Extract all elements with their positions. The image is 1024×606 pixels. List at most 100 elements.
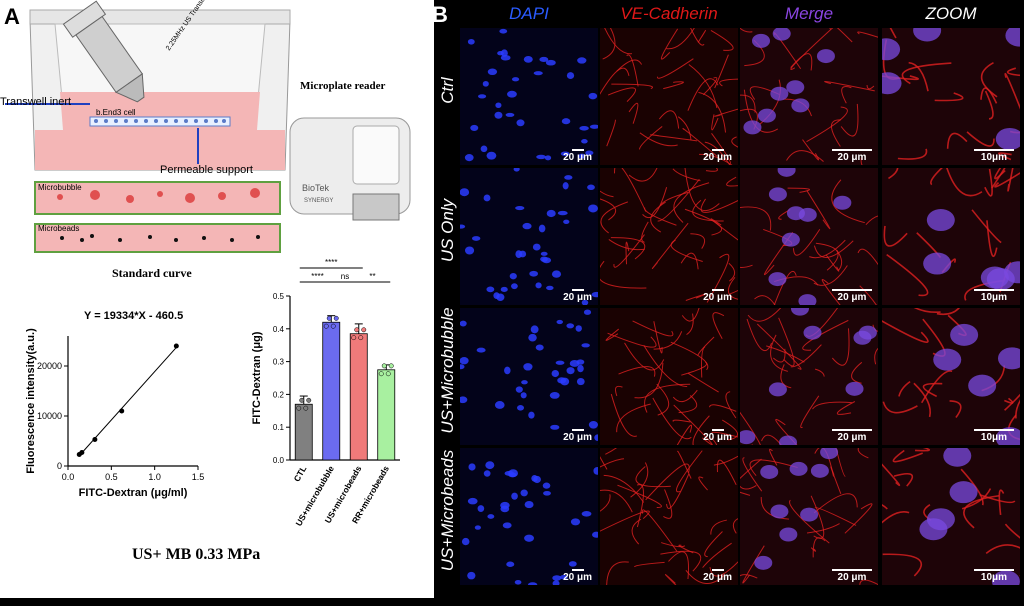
nucleus <box>991 570 1020 585</box>
junction-line <box>740 94 756 113</box>
nucleus <box>460 357 469 365</box>
replicate-point <box>388 363 394 369</box>
junction-line <box>813 240 854 258</box>
micrograph: 10μm <box>882 168 1020 305</box>
scale-bar: 20 μm <box>703 149 732 163</box>
junction-line <box>710 519 727 535</box>
junction-line <box>616 59 643 72</box>
scale-bar: 20 μm <box>563 149 592 163</box>
junction-line <box>836 401 856 415</box>
junction-line <box>672 389 698 403</box>
junction-line <box>732 518 738 534</box>
junction-line <box>681 308 700 322</box>
junction-line <box>865 215 878 226</box>
junction-line <box>633 561 665 568</box>
junction-line <box>814 507 857 526</box>
nucleus <box>500 49 508 57</box>
column-header: ZOOM <box>925 4 977 23</box>
junction-line <box>613 168 647 212</box>
bar <box>322 321 341 461</box>
scale-bar-label: 20 μm <box>837 432 867 443</box>
nucleus <box>555 360 565 365</box>
micrograph: 20 μm <box>460 28 598 165</box>
scale-bar-label: 20 μm <box>837 292 867 303</box>
nucleus <box>562 182 569 190</box>
nucleus <box>464 246 475 255</box>
junction-line <box>985 544 1020 555</box>
junction-line <box>874 347 878 365</box>
nucleus <box>535 282 542 289</box>
nucleus <box>539 56 549 62</box>
micrograph-image <box>882 308 1020 445</box>
nucleus <box>926 508 955 531</box>
nucleus <box>552 575 562 581</box>
nucleus <box>467 497 478 505</box>
nucleus <box>467 571 476 580</box>
junction-line <box>672 168 701 182</box>
nucleus <box>570 518 581 526</box>
column-header: DAPI <box>509 4 549 23</box>
nucleus <box>882 72 902 95</box>
nucleus <box>533 71 543 76</box>
nucleus <box>772 28 791 41</box>
junction-line <box>1015 399 1020 419</box>
junction-line <box>690 28 705 46</box>
panel-letter-b: B <box>432 2 448 27</box>
junction-line <box>600 260 647 289</box>
nucleus <box>464 154 474 162</box>
nucleus <box>820 448 839 460</box>
micrograph-image <box>605 308 738 445</box>
nucleus <box>560 377 570 386</box>
junction-line <box>607 332 657 348</box>
y-tick-label: 0.4 <box>273 325 285 334</box>
junction-line <box>628 168 658 182</box>
standard-curve-equation: Y = 19334*X - 460.5 <box>84 310 184 322</box>
junction-line <box>772 348 786 363</box>
micrograph-image <box>740 448 878 585</box>
junction-line <box>802 139 820 161</box>
junction-line <box>687 372 719 393</box>
nucleus <box>523 55 533 63</box>
nucleus <box>559 575 568 580</box>
junction-line <box>641 509 678 552</box>
nucleus <box>486 286 495 293</box>
nucleus <box>549 392 560 399</box>
micrograph-image <box>882 28 1020 161</box>
junction-line <box>644 207 677 226</box>
junction-line <box>635 466 671 488</box>
junction-line <box>652 397 692 440</box>
row-header: Ctrl <box>438 77 457 104</box>
junction-line <box>882 504 888 510</box>
nucleus <box>461 537 470 546</box>
junction-line <box>676 450 703 493</box>
junction-line <box>844 503 873 534</box>
support-label: Permeable support <box>160 164 253 176</box>
nucleus <box>581 299 589 305</box>
y-tick-label: 0.5 <box>273 292 285 301</box>
junction-line <box>994 172 1020 188</box>
scale-bar-label: 20 μm <box>703 152 732 163</box>
junction-line <box>882 463 901 487</box>
junction-line <box>681 361 707 376</box>
junction-line <box>1007 168 1014 192</box>
nucleus <box>532 243 541 251</box>
scale-bar: 10μm <box>974 149 1014 163</box>
junction-line <box>658 110 680 129</box>
nucleus <box>540 256 548 262</box>
junction-line <box>810 547 817 552</box>
nucleus <box>777 168 796 177</box>
replicate-point <box>296 405 302 411</box>
nucleus <box>515 250 523 258</box>
junction-line <box>641 221 649 243</box>
junction-line <box>600 201 629 234</box>
nucleus <box>550 424 560 430</box>
scale-bar-label: 20 μm <box>563 572 592 583</box>
y-axis-label: Fluorescence intensity(a.u.) <box>25 328 37 474</box>
micrograph-image <box>460 168 598 305</box>
junction-line <box>678 395 698 414</box>
junction-line <box>700 198 738 213</box>
junction-line <box>600 456 608 470</box>
nucleus <box>497 51 504 56</box>
junction-line <box>711 431 738 438</box>
nucleus <box>882 38 901 61</box>
